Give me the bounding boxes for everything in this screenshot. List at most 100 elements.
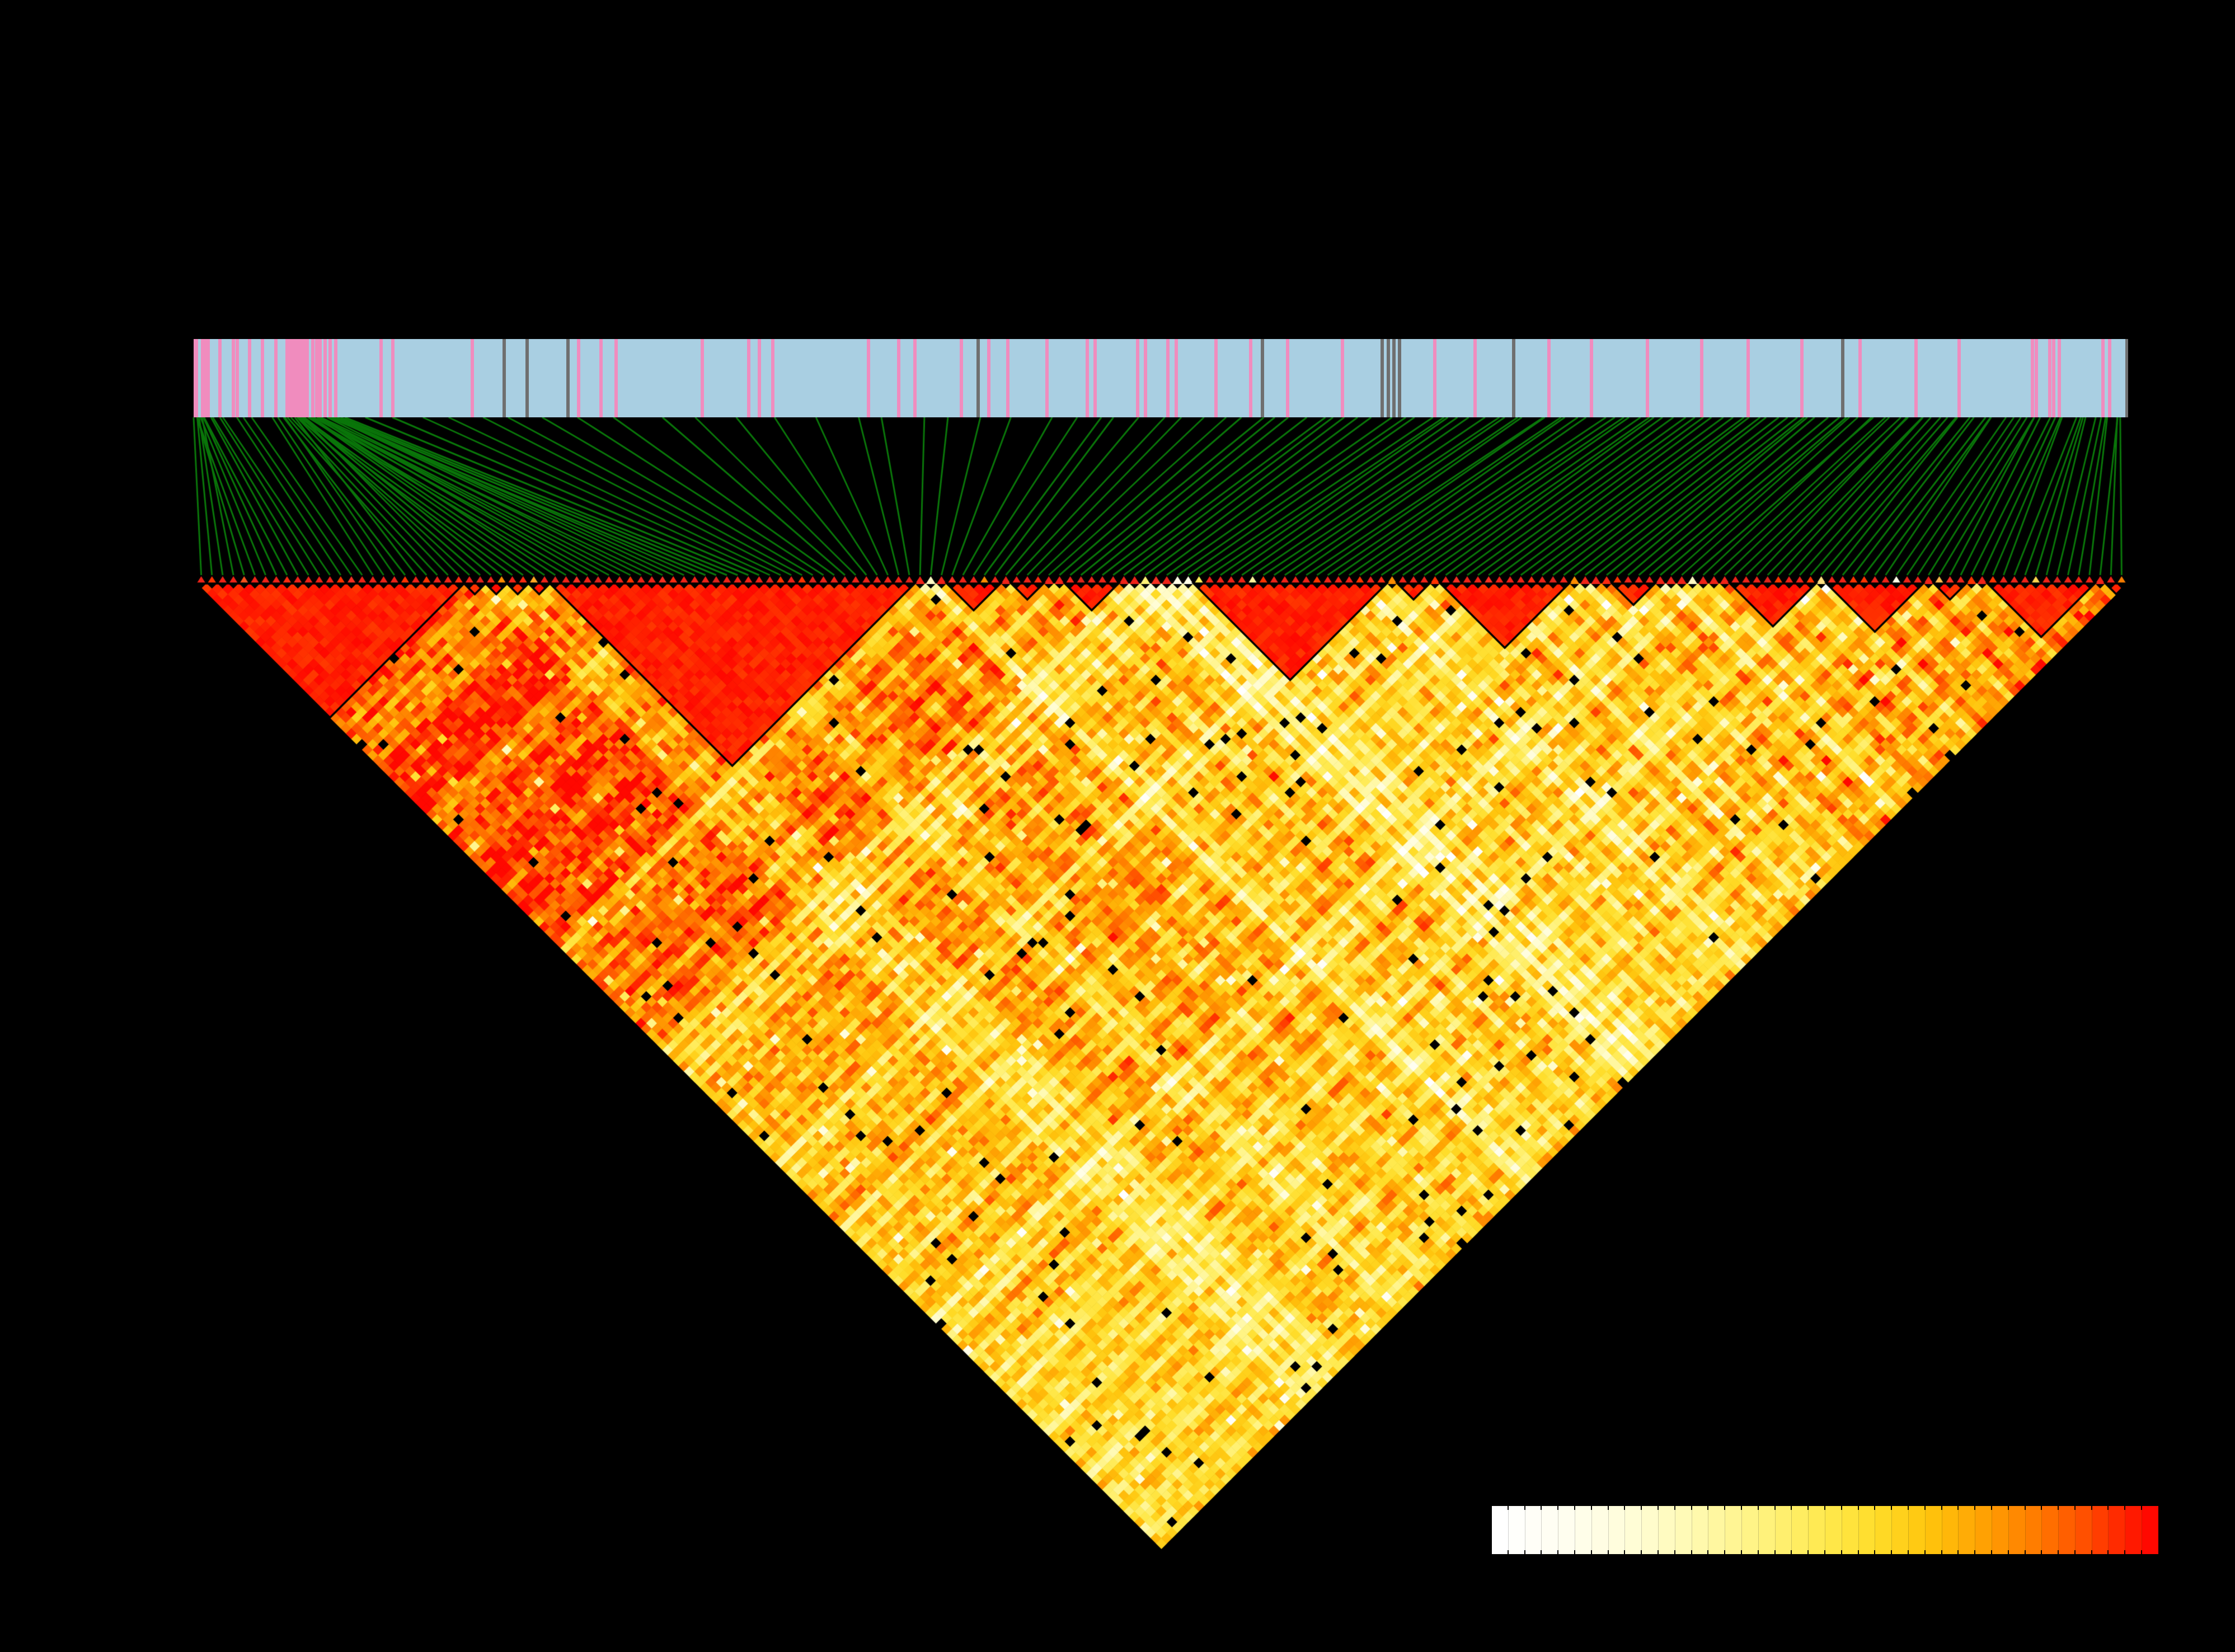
color-key-step bbox=[1792, 1506, 1809, 1554]
snp-position-tick-gray bbox=[976, 339, 980, 417]
color-key-tick bbox=[1957, 1506, 1959, 1510]
snp-position-tick-pink bbox=[1166, 339, 1170, 417]
snp-position-tick-pink bbox=[260, 339, 264, 417]
snp-position-tick-gray bbox=[502, 339, 506, 417]
snp-position-tick-pink bbox=[2030, 339, 2034, 417]
snp-position-tick-pink bbox=[2048, 339, 2051, 417]
snp-position-tick-pink bbox=[1473, 339, 1477, 417]
color-key-tick bbox=[1941, 1550, 1942, 1554]
color-key-step bbox=[2109, 1506, 2126, 1554]
color-key-tick bbox=[2124, 1550, 2126, 1554]
snp-position-tick-pink bbox=[1006, 339, 1010, 417]
color-key-step bbox=[1842, 1506, 1859, 1554]
color-key-tick bbox=[1907, 1550, 1909, 1554]
color-key-step bbox=[1542, 1506, 1559, 1554]
color-key-step bbox=[1858, 1506, 1876, 1554]
snp-position-tick-pink bbox=[1136, 339, 1140, 417]
snp-position-tick-pink bbox=[235, 339, 239, 417]
color-key-step bbox=[1492, 1506, 1509, 1554]
snp-position-tick-pink bbox=[1589, 339, 1593, 417]
color-key-tick bbox=[1874, 1506, 1876, 1510]
color-key-step bbox=[2075, 1506, 2092, 1554]
color-key-tick bbox=[2141, 1506, 2143, 1510]
color-key-step bbox=[1942, 1506, 1959, 1554]
snp-position-tick-pink bbox=[195, 339, 199, 417]
color-key-tick bbox=[1707, 1506, 1709, 1510]
snp-position-tick-pink bbox=[334, 339, 338, 417]
snp-position-tick-pink bbox=[328, 339, 332, 417]
snp-position-tick-pink bbox=[1746, 339, 1750, 417]
color-key-tick bbox=[1624, 1550, 1626, 1554]
snp-position-tick-pink bbox=[1285, 339, 1289, 417]
snp-cluster-band bbox=[285, 339, 309, 417]
snp-position-tick-pink bbox=[1093, 339, 1097, 417]
color-key-tick bbox=[1941, 1506, 1942, 1510]
color-key-tick bbox=[1757, 1506, 1759, 1510]
color-key-tick bbox=[1774, 1550, 1776, 1554]
snp-position-tick-gray bbox=[2125, 339, 2128, 417]
color-key-tick bbox=[1990, 1506, 1992, 1510]
snp-position-tick-pink bbox=[1547, 339, 1551, 417]
color-key-tick bbox=[1891, 1550, 1893, 1554]
color-key-step bbox=[2025, 1506, 2043, 1554]
color-key-tick bbox=[1740, 1506, 1742, 1510]
color-key-tick bbox=[1574, 1506, 1575, 1510]
color-key-tick bbox=[1724, 1506, 1726, 1510]
color-key-tick bbox=[1541, 1506, 1542, 1510]
snp-position-tick-pink bbox=[2101, 339, 2105, 417]
color-key-tick bbox=[1791, 1506, 1792, 1510]
color-key-tick bbox=[1974, 1506, 1976, 1510]
color-key-step bbox=[1508, 1506, 1525, 1554]
color-key-tick bbox=[2141, 1550, 2143, 1554]
snp-position-tick-pink bbox=[987, 339, 990, 417]
color-key-step bbox=[1608, 1506, 1626, 1554]
color-key-step bbox=[2008, 1506, 2026, 1554]
snp-position-tick-pink bbox=[1800, 339, 1804, 417]
color-key-step bbox=[1875, 1506, 1893, 1554]
snp-position-tick-gray bbox=[1841, 339, 1845, 417]
color-key-step bbox=[1975, 1506, 1992, 1554]
color-key-tick bbox=[2007, 1550, 2009, 1554]
snp-position-tick-pink bbox=[576, 339, 580, 417]
color-key-tick bbox=[1574, 1550, 1575, 1554]
color-key-tick bbox=[2107, 1506, 2109, 1510]
color-key-tick bbox=[1874, 1550, 1876, 1554]
color-key-tick bbox=[1924, 1550, 1926, 1554]
color-key-step bbox=[1825, 1506, 1842, 1554]
snp-position-tick-pink bbox=[1249, 339, 1253, 417]
color-key-tick bbox=[1691, 1506, 1692, 1510]
color-key-tick bbox=[2124, 1506, 2126, 1510]
snp-position-tick-pink bbox=[2034, 339, 2038, 417]
snp-position-tick-gray bbox=[525, 339, 529, 417]
snp-position-tick-gray bbox=[1392, 339, 1396, 417]
snp-position-tick-pink bbox=[867, 339, 871, 417]
color-key-tick bbox=[1757, 1550, 1759, 1554]
color-key-tick bbox=[1707, 1550, 1709, 1554]
color-key-tick bbox=[1691, 1550, 1692, 1554]
snp-position-tick-pink bbox=[701, 339, 705, 417]
color-key-step bbox=[2092, 1506, 2109, 1554]
color-key-step bbox=[1775, 1506, 1792, 1554]
genomic-position-track bbox=[194, 339, 2128, 417]
color-key-tick bbox=[2024, 1506, 2026, 1510]
color-key-step bbox=[1658, 1506, 1675, 1554]
snp-position-tick-pink bbox=[470, 339, 474, 417]
color-key-tick bbox=[2024, 1550, 2026, 1554]
color-key-tick bbox=[1990, 1550, 1992, 1554]
snp-position-tick-pink bbox=[1143, 339, 1147, 417]
snp-position-tick-pink bbox=[1045, 339, 1049, 417]
snp-position-tick-pink bbox=[960, 339, 964, 417]
snp-position-tick-pink bbox=[1645, 339, 1649, 417]
snp-position-tick-pink bbox=[274, 339, 278, 417]
color-key-step bbox=[1625, 1506, 1642, 1554]
color-key-tick bbox=[1507, 1506, 1509, 1510]
color-key-step bbox=[1692, 1506, 1709, 1554]
snp-position-tick-pink bbox=[2051, 339, 2055, 417]
color-key-step bbox=[2059, 1506, 2076, 1554]
color-key-step bbox=[1758, 1506, 1776, 1554]
color-key-tick bbox=[1807, 1550, 1809, 1554]
snp-position-tick-pink bbox=[2108, 339, 2112, 417]
color-key-step bbox=[1959, 1506, 1976, 1554]
